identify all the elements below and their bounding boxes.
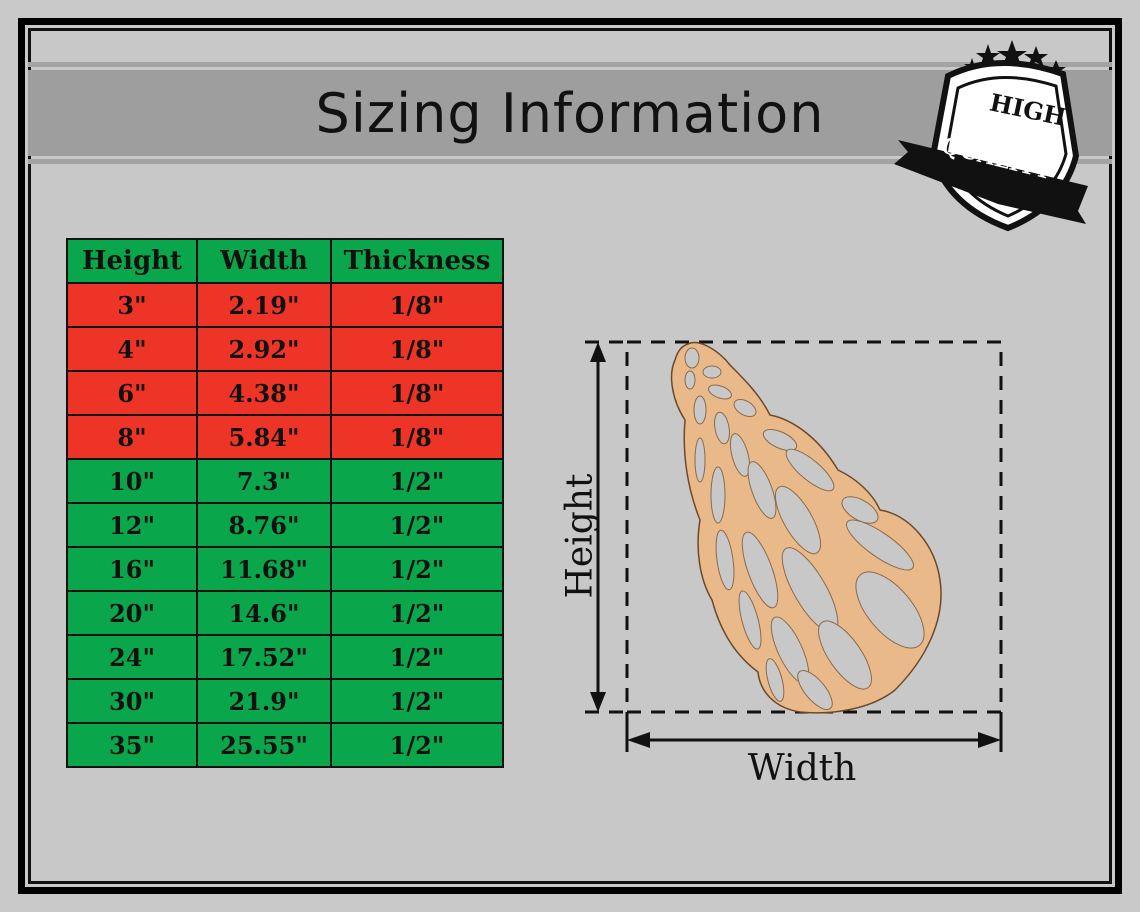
cell-height: 16"	[66, 546, 198, 592]
cell-height: 20"	[66, 590, 198, 636]
cell-height: 6"	[66, 370, 198, 416]
cell-width: 8.76"	[196, 502, 332, 548]
cell-width: 2.92"	[196, 326, 332, 372]
table-row: 30" 21.9" 1/2"	[66, 678, 504, 724]
cell-height: 10"	[66, 458, 198, 504]
seashell-icon	[670, 341, 942, 714]
table-row: 3" 2.19" 1/8"	[66, 282, 504, 328]
cell-width: 17.52"	[196, 634, 332, 680]
cell-thickness: 1/8"	[330, 370, 504, 416]
cell-width: 7.3"	[196, 458, 332, 504]
cell-thickness: 1/2"	[330, 458, 504, 504]
banner-top-stripe	[28, 62, 1112, 67]
header-width: Width	[196, 238, 332, 284]
bounding-box	[625, 340, 1003, 714]
cell-height: 24"	[66, 634, 198, 680]
table-row: 4" 2.92" 1/8"	[66, 326, 504, 372]
cell-thickness: 1/2"	[330, 678, 504, 724]
cell-height: 4"	[66, 326, 198, 372]
table-row: 35" 25.55" 1/2"	[66, 722, 504, 768]
cell-height: 3"	[66, 282, 198, 328]
cell-height: 35"	[66, 722, 198, 768]
sizing-table: Height Width Thickness 3" 2.19" 1/8" 4" 2.92…	[66, 238, 504, 768]
height-arrow	[590, 342, 606, 712]
table-row: 16" 11.68" 1/2"	[66, 546, 504, 592]
table-row: 20" 14.6" 1/2"	[66, 590, 504, 636]
quality-badge: HIGH QUALITY PRODUCT	[894, 40, 1088, 232]
cell-thickness: 1/8"	[330, 282, 504, 328]
cell-thickness: 1/2"	[330, 634, 504, 680]
title-banner: Sizing Information	[28, 70, 1112, 156]
header-thickness: Thickness	[330, 238, 504, 284]
height-label: Height	[559, 473, 601, 599]
cell-height: 12"	[66, 502, 198, 548]
table-row: 10" 7.3" 1/2"	[66, 458, 504, 504]
cell-width: 5.84"	[196, 414, 332, 460]
table-row: 6" 4.38" 1/8"	[66, 370, 504, 416]
cell-thickness: 1/8"	[330, 326, 504, 372]
table-row: 8" 5.84" 1/8"	[66, 414, 504, 460]
table-row: 12" 8.76" 1/2"	[66, 502, 504, 548]
width-label: Width	[747, 748, 857, 789]
page-title: Sizing Information	[315, 82, 825, 145]
cell-width: 21.9"	[196, 678, 332, 724]
table-row: 24" 17.52" 1/2"	[66, 634, 504, 680]
cell-width: 11.68"	[196, 546, 332, 592]
banner-bottom-stripe	[28, 159, 1112, 164]
size-diagram	[585, 340, 1003, 752]
table-header-row: Height Width Thickness	[66, 238, 504, 284]
cell-width: 2.19"	[196, 282, 332, 328]
cell-thickness: 1/2"	[330, 722, 504, 768]
cell-width: 4.38"	[196, 370, 332, 416]
cell-thickness: 1/2"	[330, 590, 504, 636]
cell-width: 14.6"	[196, 590, 332, 636]
cell-width: 25.55"	[196, 722, 332, 768]
cell-thickness: 1/2"	[330, 502, 504, 548]
width-arrow	[627, 732, 1001, 748]
cell-height: 30"	[66, 678, 198, 724]
cell-height: 8"	[66, 414, 198, 460]
cell-thickness: 1/2"	[330, 546, 504, 592]
header-height: Height	[66, 238, 198, 284]
cell-thickness: 1/8"	[330, 414, 504, 460]
